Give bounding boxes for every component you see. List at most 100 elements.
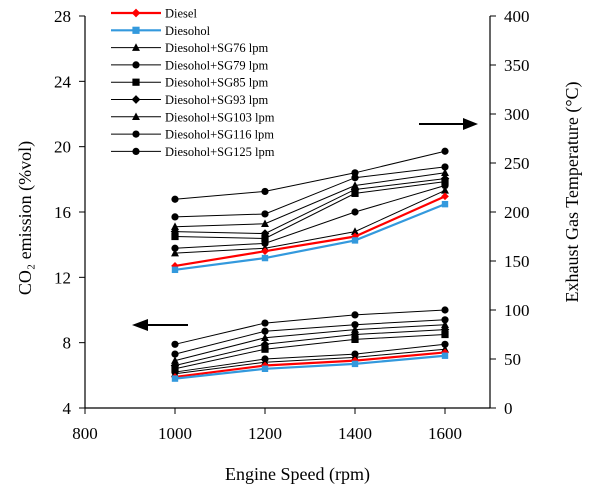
data-point bbox=[171, 266, 179, 274]
data-point bbox=[261, 247, 269, 256]
co2-series-line bbox=[174, 354, 446, 380]
data-point bbox=[261, 345, 269, 353]
co2-series-line bbox=[174, 334, 446, 370]
data-point bbox=[440, 174, 450, 183]
data-point bbox=[351, 169, 359, 177]
co2-series-line bbox=[174, 329, 446, 367]
egt-series-line bbox=[174, 195, 446, 267]
data-point bbox=[351, 208, 359, 216]
y-left-tick-label: 8 bbox=[63, 334, 72, 353]
data-point bbox=[132, 61, 140, 69]
y-left-tick-label: 24 bbox=[54, 72, 72, 91]
data-point bbox=[132, 26, 140, 34]
direction-arrows bbox=[132, 118, 478, 331]
data-point bbox=[132, 78, 140, 86]
legend: Diesel Diesohol Diesohol+SG76 lpm Diesohol+… bbox=[111, 7, 275, 159]
data-point bbox=[441, 147, 449, 155]
data-point bbox=[351, 325, 359, 333]
y-right-tick-label: 0 bbox=[504, 399, 513, 418]
data-point bbox=[351, 335, 359, 343]
data-point bbox=[441, 200, 449, 208]
co2-series-line bbox=[174, 343, 446, 373]
series bbox=[171, 178, 449, 373]
data-point bbox=[441, 352, 449, 359]
data-point bbox=[132, 130, 140, 138]
data-point bbox=[261, 333, 269, 342]
legend-entry: Diesel bbox=[111, 7, 197, 21]
y-left-tick-label: 16 bbox=[54, 203, 71, 222]
data-point bbox=[171, 375, 179, 382]
data-point bbox=[171, 350, 179, 358]
egt-series-line bbox=[174, 172, 446, 228]
data-point bbox=[171, 222, 179, 230]
y-right-tick-label: 150 bbox=[504, 252, 530, 271]
data-point bbox=[441, 168, 449, 177]
y-left-tick-label: 12 bbox=[54, 268, 71, 287]
y-right-tick-label: 50 bbox=[504, 350, 521, 369]
data-point bbox=[261, 219, 269, 227]
legend-label: Diesohol+SG93 lpm bbox=[165, 93, 269, 107]
axes: 800 1000 1200 1400 1600 4 8 12 16 20 24 28 0 50 100 150… bbox=[15, 7, 583, 485]
series bbox=[171, 147, 449, 348]
data-point bbox=[171, 244, 179, 252]
data-point bbox=[261, 365, 269, 372]
x-tick-label: 1200 bbox=[248, 424, 282, 443]
legend-label: Diesohol+SG76 lpm bbox=[165, 41, 269, 55]
egt-series-line bbox=[174, 181, 446, 239]
data-point bbox=[260, 339, 270, 349]
data-point bbox=[441, 163, 449, 171]
data-point bbox=[132, 43, 140, 51]
data-point bbox=[171, 262, 179, 270]
data-point bbox=[171, 195, 179, 203]
y-left-axis-title: CO₂ emission (%vol) bbox=[15, 141, 36, 295]
data-point bbox=[261, 234, 269, 243]
legend-label: Diesohol+SG103 lpm bbox=[165, 110, 275, 124]
y-right-tick-label: 300 bbox=[504, 105, 530, 124]
co2-series-line bbox=[174, 351, 446, 379]
x-tick-label: 1000 bbox=[158, 424, 192, 443]
data-point bbox=[171, 356, 179, 364]
x-axis-title: Engine Speed (rpm) bbox=[225, 464, 370, 485]
legend-entry: Diesohol+SG79 lpm bbox=[111, 58, 269, 72]
legend-entry: Diesohol+SG85 lpm bbox=[111, 76, 269, 90]
egt-series-line bbox=[174, 166, 446, 218]
y-right-tick-label: 100 bbox=[504, 301, 530, 320]
data-point bbox=[261, 210, 269, 218]
legend-label: Diesohol bbox=[165, 24, 211, 38]
data-point bbox=[351, 350, 359, 358]
left-arrow-head bbox=[132, 319, 148, 331]
data-point bbox=[441, 340, 449, 348]
co2-series-line bbox=[174, 324, 446, 362]
legend-entry: Diesohol+SG116 lpm bbox=[111, 128, 274, 142]
data-point bbox=[441, 186, 449, 194]
data-point bbox=[171, 232, 179, 241]
data-point bbox=[441, 316, 449, 324]
data-point bbox=[261, 327, 269, 335]
y-right-tick-label: 400 bbox=[504, 7, 530, 26]
data-point bbox=[261, 319, 269, 327]
legend-entry: Diesohol+SG93 lpm bbox=[111, 93, 269, 107]
egt-series-line bbox=[174, 150, 446, 200]
data-point bbox=[132, 147, 140, 155]
egt-series-line bbox=[174, 189, 446, 254]
series bbox=[170, 174, 450, 370]
data-point bbox=[351, 181, 359, 189]
y-right-tick-label: 250 bbox=[504, 154, 530, 173]
data-point bbox=[441, 306, 449, 314]
data-point bbox=[441, 320, 449, 328]
series-layer bbox=[170, 147, 450, 382]
legend-label: Diesohol+SG116 lpm bbox=[165, 128, 274, 142]
data-point bbox=[261, 254, 269, 262]
data-point bbox=[441, 192, 449, 201]
y-left-tick-label: 28 bbox=[54, 7, 71, 26]
co2-series-line bbox=[174, 309, 446, 345]
data-point bbox=[351, 321, 359, 329]
y-right-axis-title: Exhaust Gas Temperature (°C) bbox=[562, 81, 583, 302]
data-point bbox=[131, 95, 141, 104]
egt-series-line bbox=[174, 185, 446, 249]
co2-series-line bbox=[174, 319, 446, 355]
data-point bbox=[351, 227, 359, 235]
data-point bbox=[441, 330, 449, 339]
y-right-tick-label: 350 bbox=[504, 56, 530, 75]
